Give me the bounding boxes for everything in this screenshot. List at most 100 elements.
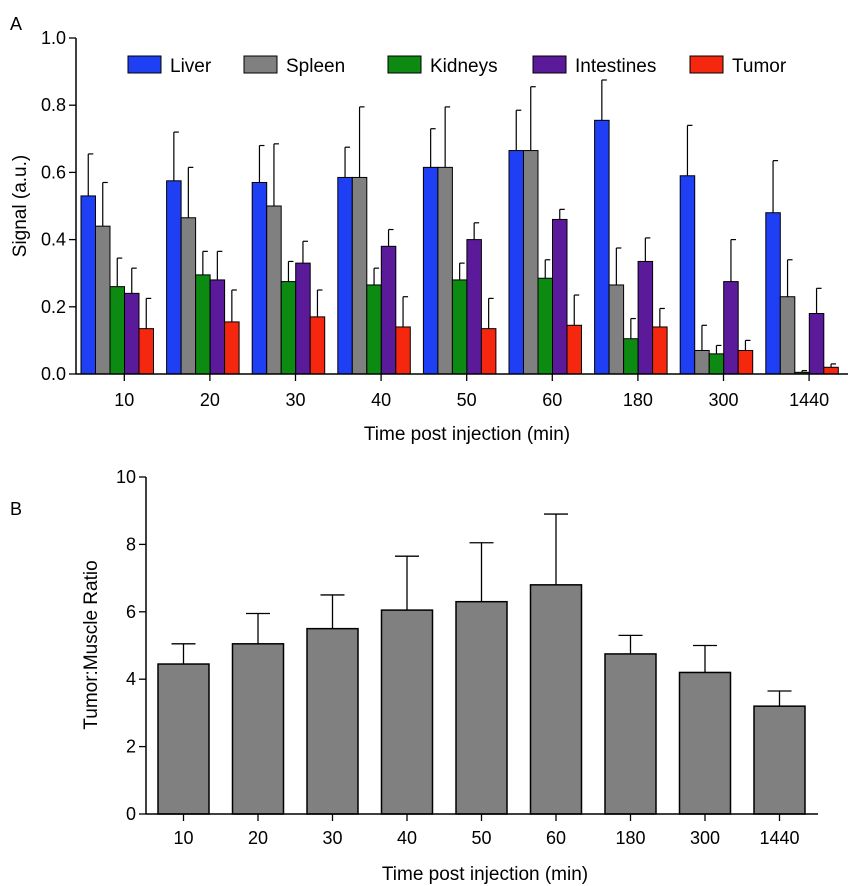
bar-ratio-180 (604, 653, 657, 815)
x-tick-label-1440: 1440 (789, 390, 829, 410)
bar-tumor-1440 (823, 366, 839, 375)
y-tick-label-0: 0 (126, 804, 136, 824)
x-tick-label-50: 50 (471, 828, 491, 848)
legend-label-liver: Liver (170, 56, 212, 77)
panel-a-letter: A (10, 14, 22, 34)
x-tick-label-180: 180 (623, 390, 653, 410)
bar-liver-30 (251, 181, 268, 375)
x-tick-label-300: 300 (690, 828, 720, 848)
bar-intestines-60 (552, 218, 568, 375)
bar-tumor-60 (566, 324, 582, 375)
y-tick-label-0.6: 0.6 (41, 162, 66, 182)
legend-swatch-tumor (689, 55, 724, 74)
panel-b-axes: 10 20 30 40 50 60 180 300 1440 0 2 4 6 8 10 (116, 467, 818, 848)
y-tick-label-8: 8 (126, 534, 136, 554)
x-tick-label-60: 60 (542, 390, 562, 410)
bar-liver-40 (337, 176, 353, 375)
bar-liver-300 (679, 175, 696, 375)
y-tick-label-2: 2 (126, 737, 136, 757)
x-tick-label-60: 60 (546, 828, 566, 848)
x-tick-label-300: 300 (708, 390, 738, 410)
legend-label-tumor: Tumor (732, 56, 787, 77)
bar-kidneys-10 (109, 286, 125, 375)
x-tick-label-10: 10 (114, 390, 134, 410)
bar-kidneys-50 (451, 279, 468, 375)
bar-tumor-180 (652, 326, 668, 375)
bar-spleen-50 (437, 166, 453, 375)
bar-tumor-10 (138, 328, 154, 375)
bar-ratio-1440 (753, 705, 806, 815)
x-tick-label-30: 30 (322, 828, 342, 848)
bar-liver-180 (594, 119, 610, 375)
x-tick-label-40: 40 (371, 390, 391, 410)
panel-b-x-axis-title: Time post injection (min) (382, 864, 588, 885)
bar-kidneys-20 (195, 274, 211, 375)
bar-spleen-10 (95, 225, 111, 375)
bar-kidneys-300 (708, 353, 725, 375)
bar-tumor-50 (480, 328, 497, 375)
legend-swatch-intestines (532, 55, 567, 74)
bar-intestines-40 (380, 245, 397, 375)
y-tick-label-4: 4 (126, 669, 136, 689)
bar-spleen-60 (523, 150, 539, 375)
panel-a-x-axis-title: Time post injection (min) (364, 424, 570, 445)
bar-ratio-300 (678, 671, 732, 815)
bar-kidneys-30 (280, 281, 297, 375)
legend-label-spleen: Spleen (286, 56, 345, 77)
x-tick-label-180: 180 (615, 828, 645, 848)
legend-swatch-liver (127, 55, 162, 74)
x-tick-label-30: 30 (285, 390, 305, 410)
bar-tumor-30 (309, 316, 326, 375)
panel-a-legend: Liver Spleen Kidneys Intestines Tumor (127, 55, 787, 77)
panel-b: B 10 20 30 40 50 60 180 300 1440 0 2 4 6 8 10 Time pos… (10, 467, 818, 885)
x-tick-label-10: 10 (173, 828, 193, 848)
x-tick-label-1440: 1440 (759, 828, 799, 848)
bar-ratio-10 (157, 663, 210, 815)
panel-a: A 10 20 30 40 50 60 180 300 14400.00.20.40.60.81… (10, 14, 848, 445)
bar-spleen-300 (694, 349, 710, 375)
bar-intestines-10 (124, 292, 140, 375)
panel-a-y-axis-title: Signal (a.u.) (10, 155, 31, 257)
bar-intestines-30 (295, 262, 311, 375)
bar-intestines-50 (466, 239, 482, 375)
panel-b-bars (157, 513, 806, 815)
bar-tumor-300 (737, 349, 754, 375)
bar-spleen-20 (180, 217, 197, 375)
bar-intestines-20 (209, 279, 226, 375)
bar-intestines-1440 (808, 313, 825, 375)
bar-ratio-20 (231, 643, 285, 815)
bar-liver-20 (166, 180, 182, 375)
bar-tumor-40 (395, 326, 411, 375)
y-tick-label-1.0: 1.0 (41, 28, 66, 48)
legend-label-intestines: Intestines (575, 56, 656, 77)
legend-swatch-kidneys (387, 55, 422, 74)
x-tick-label-50: 50 (457, 390, 477, 410)
y-tick-label-0.0: 0.0 (41, 364, 66, 384)
bar-tumor-20 (224, 321, 240, 375)
bar-liver-10 (80, 195, 96, 375)
y-tick-label-6: 6 (126, 602, 136, 622)
legend-swatch-spleen (243, 55, 278, 74)
bar-ratio-40 (380, 609, 434, 815)
panel-a-axes: 10 20 30 40 50 60 180 300 1440 0.0 0.2 0.4 0.6 0.8 1.0 (41, 28, 848, 410)
x-tick-label-40: 40 (397, 828, 417, 848)
bar-liver-50 (422, 166, 439, 375)
x-tick-label-20: 20 (248, 828, 268, 848)
bar-spleen-40 (351, 176, 368, 375)
bar-ratio-60 (529, 584, 583, 815)
y-tick-label-10: 10 (116, 467, 136, 487)
y-tick-label-0.2: 0.2 (41, 297, 66, 317)
bar-liver-1440 (765, 212, 781, 375)
bar-intestines-300 (723, 281, 739, 375)
bar-ratio-30 (306, 627, 359, 815)
panel-b-letter: B (10, 499, 22, 519)
bar-spleen-1440 (779, 296, 796, 375)
legend-label-kidneys: Kidneys (430, 56, 498, 77)
panel-a-bars (80, 79, 839, 375)
bar-ratio-50 (455, 600, 508, 815)
bar-kidneys-40 (366, 284, 382, 375)
bar-kidneys-180 (623, 338, 639, 375)
y-tick-label-0.8: 0.8 (41, 95, 66, 115)
bar-liver-60 (508, 150, 524, 375)
